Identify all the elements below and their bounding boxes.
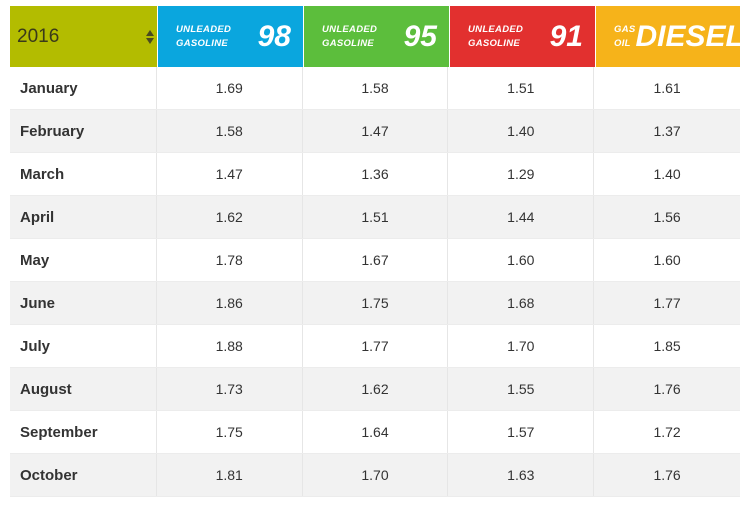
price-cell: 1.85	[653, 338, 681, 354]
price-cell: 1.70	[448, 325, 595, 367]
month-cell: July	[10, 325, 157, 367]
price-cell: 1.81	[157, 454, 303, 496]
price-cell: 1.69	[157, 67, 303, 109]
price-cell: 1.51	[448, 67, 595, 109]
table-row: March 1.47 1.36 1.29 1.40	[10, 153, 740, 196]
fuel-label-line2: OIL	[614, 37, 631, 49]
year-select-value: 2016	[17, 25, 60, 47]
month-cell: October	[10, 454, 157, 496]
price-cell: 1.88	[157, 325, 303, 367]
price-cell: 1.29	[448, 153, 595, 195]
price-cell: 1.58	[303, 67, 449, 109]
fuel-label-line1: UNLEADED	[468, 23, 524, 35]
price-cell: 1.62	[157, 196, 303, 238]
price-cell: 1.73	[157, 368, 303, 410]
price-cell: 1.76	[653, 467, 681, 483]
price-cell: 1.75	[303, 282, 449, 324]
fuel-price-table: 2016 UNLEADED GASOLINE 98 UNLEADED GASOL…	[10, 6, 744, 497]
table-row: August 1.73 1.62 1.55 1.76	[10, 368, 740, 411]
month-cell: May	[10, 239, 157, 281]
price-cell: 1.37	[653, 123, 681, 139]
price-cell: 1.57	[448, 411, 595, 453]
table-row: July 1.88 1.77 1.70 1.85	[10, 325, 740, 368]
month-cell: March	[10, 153, 157, 195]
price-cell: 1.77	[653, 295, 681, 311]
fuel-header-91: UNLEADED GASOLINE 91	[450, 6, 595, 67]
price-cell: 1.36	[303, 153, 449, 195]
price-cell: 1.47	[303, 110, 449, 152]
table-row: April 1.62 1.51 1.44 1.56	[10, 196, 740, 239]
table-row: October 1.81 1.70 1.63 1.76	[10, 454, 740, 497]
price-cell: 1.76	[653, 381, 681, 397]
fuel-grade: DIESEL	[635, 19, 744, 53]
fuel-header-diesel: GAS OIL DIESEL	[596, 6, 744, 67]
month-cell: January	[10, 67, 157, 109]
price-cell: 1.60	[653, 252, 681, 268]
table-row: June 1.86 1.75 1.68 1.77	[10, 282, 740, 325]
price-cell: 1.62	[303, 368, 449, 410]
price-cell: 1.58	[157, 110, 303, 152]
month-cell: April	[10, 196, 157, 238]
price-cell: 1.56	[653, 209, 681, 225]
fuel-label-line1: GAS	[614, 23, 636, 35]
fuel-label-line2: GASOLINE	[468, 37, 521, 49]
fuel-label-line2: GASOLINE	[322, 37, 375, 49]
price-cell: 1.68	[448, 282, 595, 324]
price-cell: 1.47	[157, 153, 303, 195]
price-cell: 1.67	[303, 239, 449, 281]
year-select[interactable]: 2016	[10, 6, 157, 67]
month-cell: August	[10, 368, 157, 410]
price-cell: 1.70	[303, 454, 449, 496]
price-cell: 1.40	[448, 110, 595, 152]
table-header: 2016 UNLEADED GASOLINE 98 UNLEADED GASOL…	[10, 6, 744, 67]
fuel-header-95: UNLEADED GASOLINE 95	[304, 6, 449, 67]
table-row: January 1.69 1.58 1.51 1.61	[10, 67, 740, 110]
month-cell: June	[10, 282, 157, 324]
fuel-grade: 91	[549, 19, 583, 53]
price-cell: 1.40	[653, 166, 681, 182]
price-cell: 1.86	[157, 282, 303, 324]
select-arrows-icon	[146, 29, 154, 44]
table-body: January 1.69 1.58 1.51 1.61 February 1.58 1.47 1…	[10, 67, 740, 497]
price-cell: 1.77	[303, 325, 449, 367]
price-cell: 1.78	[157, 239, 303, 281]
fuel-label-line1: UNLEADED	[322, 23, 378, 35]
fuel-header-98: UNLEADED GASOLINE 98	[158, 6, 303, 67]
price-cell: 1.64	[303, 411, 449, 453]
price-cell: 1.51	[303, 196, 449, 238]
price-cell: 1.75	[157, 411, 303, 453]
month-cell: September	[10, 411, 157, 453]
price-cell: 1.72	[653, 424, 681, 440]
table-row: September 1.75 1.64 1.57 1.72	[10, 411, 740, 454]
fuel-label-line2: GASOLINE	[176, 37, 229, 49]
fuel-label-line1: UNLEADED	[176, 23, 232, 35]
price-cell: 1.55	[448, 368, 595, 410]
price-cell: 1.44	[448, 196, 595, 238]
table-row: May 1.78 1.67 1.60 1.60	[10, 239, 740, 282]
fuel-grade: 95	[403, 19, 437, 53]
month-cell: February	[10, 110, 157, 152]
fuel-grade: 98	[257, 19, 291, 53]
table-row: February 1.58 1.47 1.40 1.37	[10, 110, 740, 153]
price-cell: 1.60	[448, 239, 595, 281]
price-cell: 1.61	[653, 80, 681, 96]
price-cell: 1.63	[448, 454, 595, 496]
